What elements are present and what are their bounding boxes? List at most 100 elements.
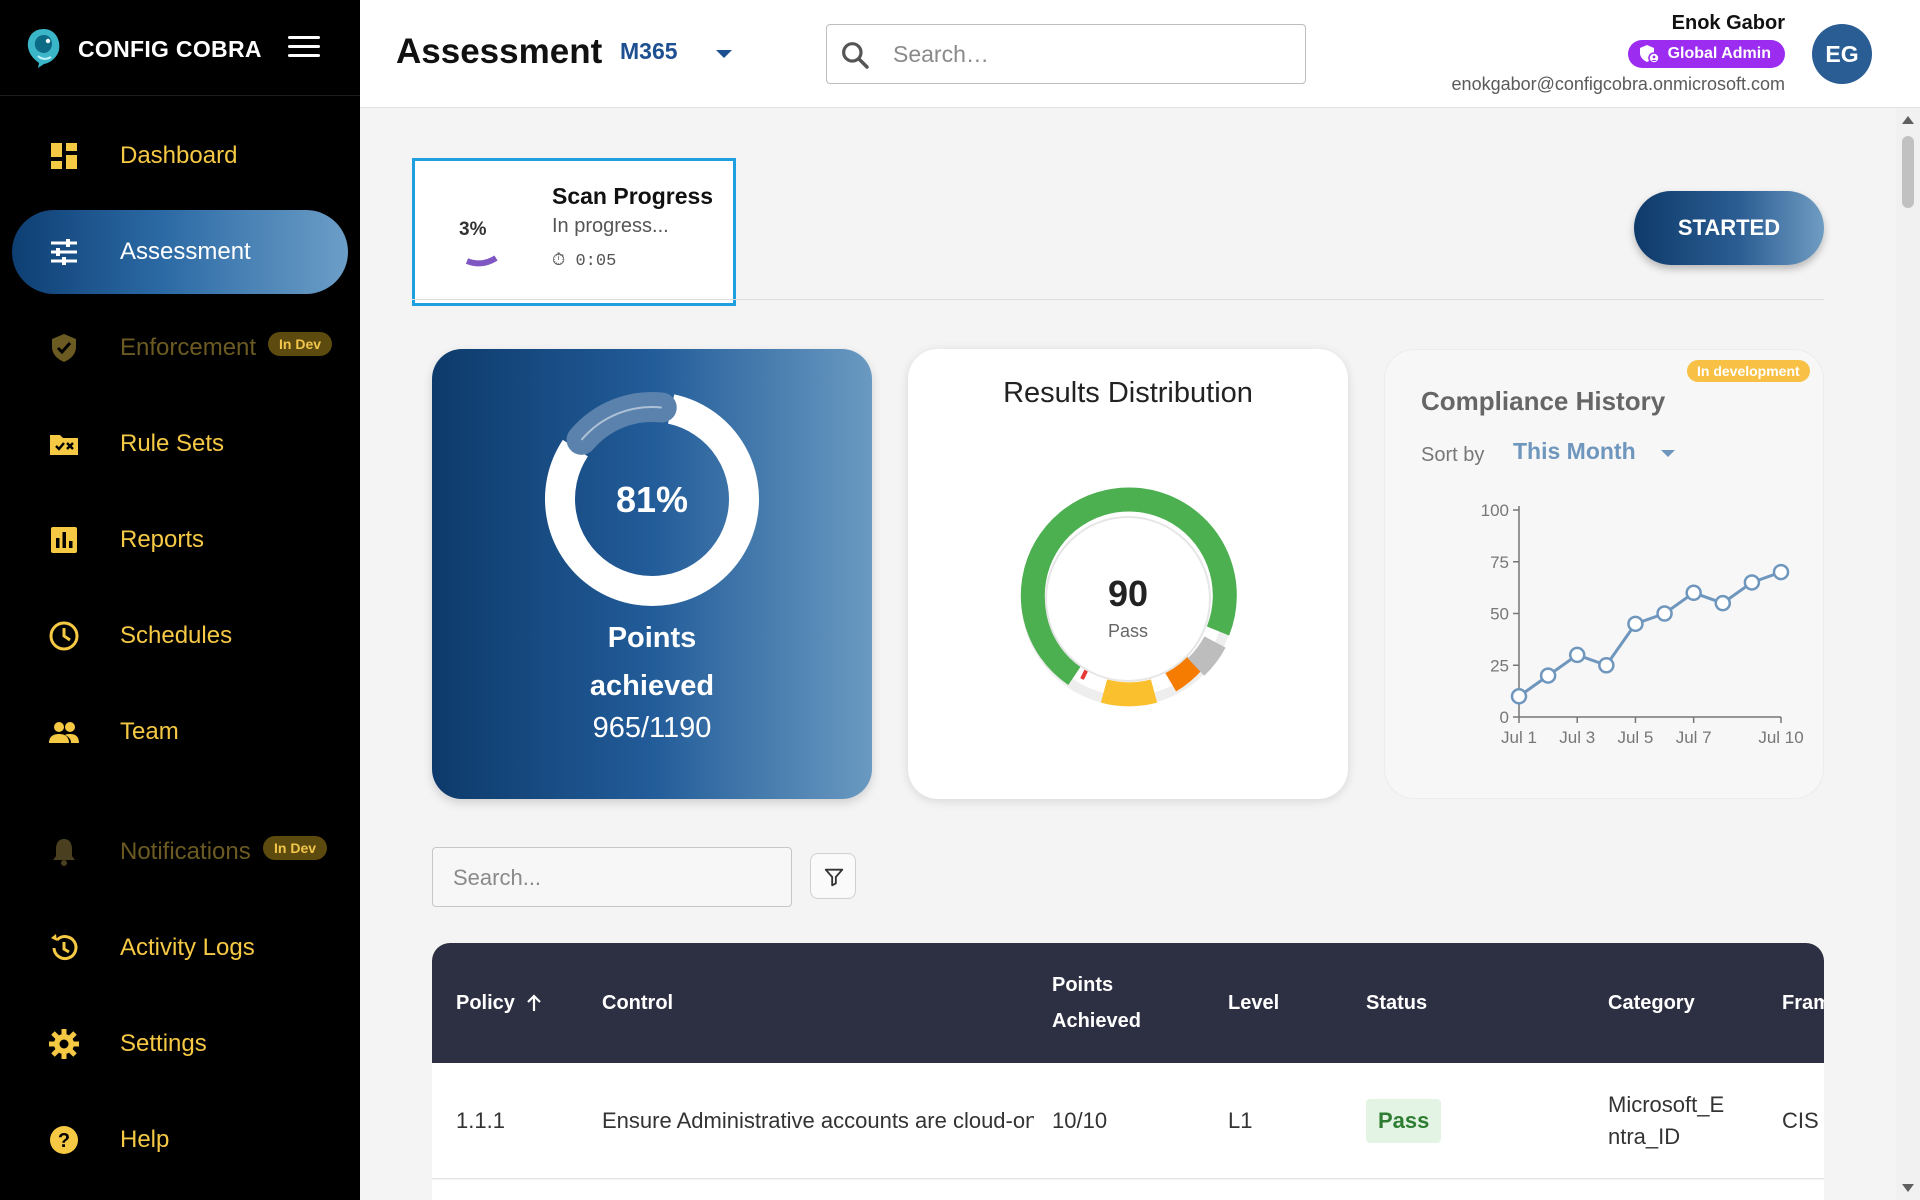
- people-icon: [49, 722, 79, 743]
- points-label: Points achieved: [432, 614, 872, 710]
- brand-name: CONFIG COBRA: [78, 36, 262, 62]
- sidebar-item-assessment[interactable]: Assessment: [12, 210, 348, 294]
- x-tick-label: Jul 1: [1501, 728, 1537, 747]
- sidebar-item-label: Activity Logs: [120, 934, 255, 961]
- page-title: Assessment: [396, 32, 603, 71]
- column-header-category[interactable]: Category: [1608, 992, 1695, 1014]
- cell-control: Ensure Administrative accounts are cloud…: [602, 1108, 1034, 1133]
- column-header-level[interactable]: Level: [1228, 992, 1280, 1014]
- sidebar-item-reports[interactable]: Reports: [12, 498, 348, 582]
- sidebar-item-dashboard[interactable]: Dashboard: [12, 114, 348, 198]
- column-header-framework[interactable]: Framework: [1782, 992, 1824, 1014]
- menu-toggle-icon[interactable]: [288, 36, 320, 60]
- cell-policy: 1.1.1: [456, 1108, 505, 1133]
- cell-framework: CIS: [1782, 1108, 1819, 1133]
- scan-status-button[interactable]: STARTED: [1634, 191, 1824, 265]
- x-tick-label: Jul 10: [1758, 728, 1803, 747]
- user-name: Enok Gabor: [1671, 12, 1785, 34]
- timer-icon: ⏱: [552, 252, 566, 271]
- series-line: [1518, 570, 1782, 698]
- sidebar-item-settings[interactable]: Settings: [12, 1002, 348, 1086]
- cell-points: 10/10: [1052, 1108, 1108, 1133]
- scan-status: In progress...: [552, 215, 669, 237]
- filter-button[interactable]: [810, 853, 856, 899]
- sort-ascending-icon[interactable]: [525, 993, 543, 1013]
- admin-shield-icon: [1639, 45, 1660, 64]
- column-header-status[interactable]: Status: [1366, 992, 1428, 1014]
- data-point: [1714, 594, 1732, 612]
- history-icon: [51, 934, 78, 961]
- sidebar-item-rule-sets[interactable]: Rule Sets: [12, 402, 348, 486]
- sidebar-item-label: Help: [120, 1126, 170, 1153]
- points-donut: 81%: [545, 392, 759, 606]
- sidebar-item-team[interactable]: Team: [12, 690, 348, 774]
- y-tick-label: 50: [1490, 605, 1509, 624]
- platform-select[interactable]: M365: [620, 38, 678, 64]
- data-point: [1685, 584, 1702, 602]
- dashboard-icon: [51, 143, 77, 169]
- table-row[interactable]: 1.1.1 Ensure Administrative accounts are…: [432, 1063, 1824, 1179]
- sidebar-item-label: Settings: [120, 1030, 207, 1057]
- data-point: [1656, 605, 1673, 622]
- header-search-input[interactable]: [893, 35, 1293, 73]
- sidebar-item-enforcement[interactable]: Enforcement In Dev: [12, 306, 348, 390]
- column-header-points[interactable]: Points Achieved: [1052, 974, 1141, 1032]
- folder-check-icon: [50, 435, 78, 455]
- points-percent: 81%: [616, 479, 688, 520]
- gauge-center-value: 90: [1108, 573, 1148, 614]
- table-search-input[interactable]: [453, 860, 773, 896]
- column-header-policy[interactable]: Policy: [456, 943, 543, 1063]
- sort-caret-icon[interactable]: [1661, 450, 1675, 457]
- table-row-partial[interactable]: [432, 1180, 1824, 1200]
- points-value: 965/1190: [592, 712, 712, 744]
- column-header-control[interactable]: Control: [602, 992, 674, 1014]
- section-divider: [412, 299, 1824, 300]
- scan-title: Scan Progress: [552, 183, 714, 209]
- policy-table: Policy Control Points Achieved Level Sta…: [432, 943, 1824, 1200]
- x-tick-label: Jul 5: [1617, 728, 1653, 747]
- scan-elapsed-value: 0:05: [575, 252, 617, 271]
- column-label-policy: Policy: [456, 992, 515, 1014]
- in-dev-badge: In Dev: [268, 332, 333, 356]
- in-development-badge: In development: [1687, 360, 1810, 382]
- data-point: [1743, 574, 1761, 591]
- cobra-logo-icon: [27, 29, 60, 68]
- sidebar-item-label: Reports: [120, 526, 205, 553]
- gear-icon: [49, 1029, 79, 1059]
- scroll-up-arrow-icon[interactable]: [1902, 116, 1914, 124]
- sidebar-item-notifications[interactable]: Notifications In Dev: [12, 810, 348, 894]
- scan-progress-arc: [465, 255, 498, 267]
- in-dev-badge: In Dev: [263, 836, 328, 860]
- sidebar-item-label: Schedules: [120, 622, 233, 649]
- cell-status: Pass: [1366, 1063, 1442, 1179]
- user-email: enokgabor@configcobra.onmicrosoft.com: [1451, 74, 1785, 94]
- sidebar-item-label: Dashboard: [120, 142, 238, 169]
- platform-caret-icon[interactable]: [716, 50, 732, 58]
- points-label-line2: achieved: [589, 670, 715, 702]
- sidebar-item-help[interactable]: ? Help: [12, 1098, 348, 1182]
- x-tick-label: Jul 3: [1559, 728, 1595, 747]
- avatar[interactable]: EG: [1812, 24, 1872, 84]
- role-badge: Global Admin: [1627, 40, 1785, 68]
- header-search-box: [826, 24, 1306, 84]
- clock-icon: [49, 621, 79, 651]
- scroll-down-arrow-icon[interactable]: [1902, 1184, 1914, 1192]
- shield-icon: [52, 334, 76, 362]
- sort-select[interactable]: This Month: [1513, 438, 1636, 464]
- sidebar-item-label: Team: [120, 718, 179, 745]
- search-icon: [842, 42, 869, 69]
- brand-bar: CONFIG COBRA: [0, 0, 360, 96]
- data-point: [1598, 657, 1615, 674]
- compliance-history-chart: 0 25 50 75 100 Jul 1 Jul 3 Jul 5 Jul 7 Jul 10: [1481, 501, 1804, 747]
- sidebar-item-schedules[interactable]: Schedules: [12, 594, 348, 678]
- scroll-thumb[interactable]: [1902, 136, 1914, 208]
- page-scrollbar[interactable]: [1896, 108, 1920, 1200]
- data-point: [1568, 646, 1586, 664]
- cell-level: L1: [1228, 1108, 1253, 1133]
- y-tick-label: 75: [1490, 553, 1509, 572]
- y-tick-label: 0: [1500, 708, 1509, 727]
- role-label: Global Admin: [1667, 45, 1771, 62]
- sidebar-item-activity-logs[interactable]: Activity Logs: [12, 906, 348, 990]
- help-icon: ?: [50, 1126, 78, 1154]
- data-point: [1510, 688, 1528, 705]
